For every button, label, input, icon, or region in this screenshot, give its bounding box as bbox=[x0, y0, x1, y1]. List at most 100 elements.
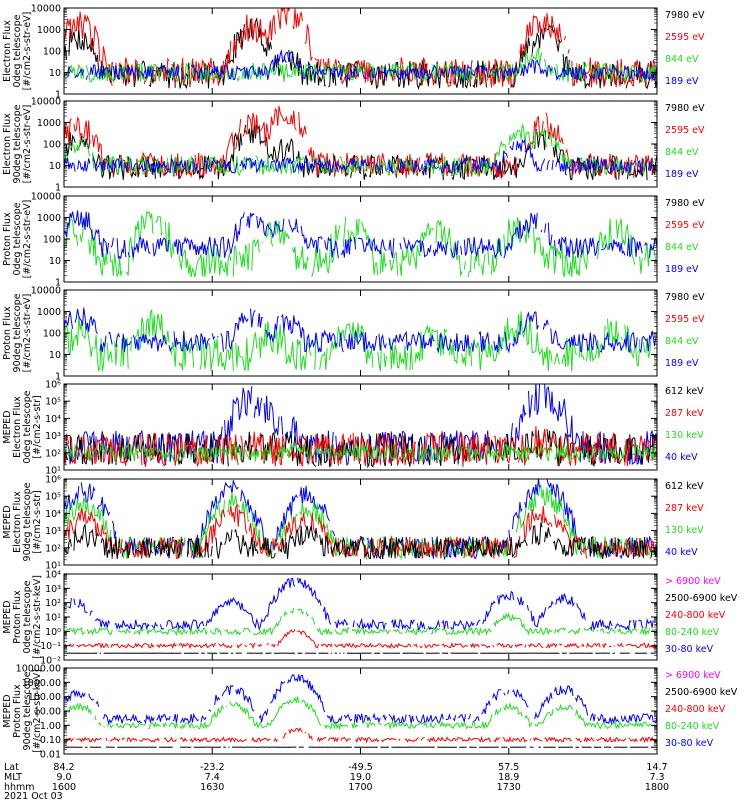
y-tick-label: 10 bbox=[49, 350, 61, 361]
y-tick-label: 10¹ bbox=[45, 613, 61, 624]
panel-5-traces bbox=[64, 384, 657, 467]
legend-entry: 189 eV bbox=[665, 358, 699, 369]
y-tick-label: 10³ bbox=[45, 584, 61, 595]
y-tick-label: 100.00 bbox=[28, 692, 61, 703]
series-blue-line bbox=[64, 577, 657, 632]
y-axis-label: MEPED bbox=[2, 505, 13, 538]
legend-entry: 189 eV bbox=[665, 264, 699, 275]
x-row-label: MLT bbox=[4, 772, 22, 783]
series-green-line bbox=[64, 697, 657, 729]
y-axis-label: 0deg telescope bbox=[22, 390, 33, 463]
legend-entry: 844 eV bbox=[665, 54, 699, 65]
series-blue-line bbox=[64, 479, 657, 561]
y-tick-label: 10² bbox=[45, 448, 61, 459]
y-axis-label: 0deg telescope bbox=[12, 202, 23, 275]
panel-3-traces bbox=[64, 210, 657, 278]
legend-entry: 240-800 keV bbox=[665, 704, 726, 715]
y-tick-label: 1 bbox=[55, 372, 61, 383]
legend-entry: 2595 eV bbox=[665, 125, 705, 136]
panel-4: 1 10 100 1000 10000 Proton Flux 90deg telescop… bbox=[2, 286, 705, 383]
y-tick-label: 1000 bbox=[37, 25, 61, 36]
legend-entry: 287 keV bbox=[665, 503, 704, 514]
legend-entry: 7980 eV bbox=[665, 198, 705, 209]
legend-entry: 130 keV bbox=[665, 525, 704, 536]
panel-7-traces bbox=[64, 577, 657, 654]
y-tick-label: 10⁴ bbox=[45, 414, 61, 425]
y-tick-label: 1 bbox=[55, 90, 61, 101]
y-tick-label: 10⁶ bbox=[45, 475, 61, 486]
series-green-line bbox=[64, 442, 657, 463]
y-tick-label: 1000.00 bbox=[22, 678, 61, 689]
y-tick-label: 10⁻¹ bbox=[40, 641, 61, 652]
series-green-line bbox=[64, 309, 657, 372]
panel-3: 1 10 100 1000 10000 Proton Flux 0deg telescope… bbox=[2, 192, 705, 289]
legend-entry: 2595 eV bbox=[665, 314, 705, 325]
y-axis-label: Proton Flux bbox=[12, 684, 23, 738]
y-tick-label: 100 bbox=[43, 235, 61, 246]
y-tick-label: 0.01 bbox=[40, 750, 61, 761]
x-row-label: hhmm bbox=[4, 782, 35, 793]
y-tick-label: 10⁻² bbox=[40, 656, 61, 667]
y-axis-label: [#/cm2-s-str-eV] bbox=[22, 12, 33, 91]
panel-1-traces bbox=[64, 8, 657, 90]
legend-entry: 40 keV bbox=[665, 547, 698, 558]
legend-entry: 130 keV bbox=[665, 430, 704, 441]
y-tick-label: 10.00 bbox=[34, 707, 61, 718]
legend-entry: 7980 eV bbox=[665, 103, 705, 114]
y-axis-label: Proton Flux bbox=[12, 590, 23, 644]
y-tick-label: 10000 bbox=[31, 4, 61, 15]
x-row-label: Lat bbox=[4, 762, 19, 773]
y-tick-label: 1.00 bbox=[40, 721, 61, 732]
legend-entry: 80-240 keV bbox=[665, 721, 720, 732]
legend-entry: 7980 eV bbox=[665, 292, 705, 303]
x-tick-label: 7.4 bbox=[205, 772, 220, 783]
panel-2: 1 10 100 1000 10000 Electron Flux 90deg telesc… bbox=[2, 97, 705, 194]
panel-5: 10¹ 10² 10³ 10⁴ 10⁵ 10⁶ MEPED Electron Flux 0deg… bbox=[2, 380, 704, 477]
legend-entry: 80-240 keV bbox=[665, 627, 720, 638]
y-tick-label: 10¹ bbox=[45, 466, 61, 477]
x-tick-label: 1730 bbox=[497, 782, 521, 793]
y-tick-label: 10⁶ bbox=[45, 380, 61, 391]
x-tick-label: 19.0 bbox=[350, 772, 371, 783]
legend-entry: 2595 eV bbox=[665, 32, 705, 43]
y-tick-label: 100 bbox=[43, 47, 61, 58]
legend-entry: 189 eV bbox=[665, 76, 699, 87]
legend-entry: 2500-6900 keV bbox=[665, 687, 738, 698]
y-axis-label: 90deg telescope bbox=[12, 104, 23, 183]
series-green-line bbox=[64, 607, 657, 637]
x-tick-label: 84.2 bbox=[53, 762, 74, 773]
y-axis-label: [#/cm2-s-str-eV] bbox=[22, 294, 33, 373]
series-blue-line bbox=[64, 210, 657, 260]
y-tick-label: 10 bbox=[49, 256, 61, 267]
x-tick-label: 1800 bbox=[645, 782, 669, 793]
legend-entry: > 6900 keV bbox=[665, 670, 721, 681]
y-tick-label: 1 bbox=[55, 183, 61, 194]
panel-8: 0.01 0.10 1.00 10.00 100.00 1000.00 10000.00 ME… bbox=[2, 664, 738, 761]
legend-entry: 612 keV bbox=[665, 386, 704, 397]
series-green-line bbox=[64, 484, 657, 561]
panel-6: 10¹ 10² 10³ 10⁴ 10⁵ 10⁶ MEPED Electron Flux 90de… bbox=[2, 475, 704, 572]
y-axis-label: 90deg telescope bbox=[12, 293, 23, 372]
y-tick-label: 10 bbox=[49, 68, 61, 79]
y-axis-label: MEPED bbox=[2, 410, 13, 443]
x-tick-label: 1630 bbox=[200, 782, 224, 793]
legend-entry: 7980 eV bbox=[665, 10, 705, 21]
series-black-line bbox=[64, 522, 657, 560]
legend-entry: 844 eV bbox=[665, 242, 699, 253]
y-axis-label: Electron Flux bbox=[12, 396, 23, 458]
x-tick-label: 18.9 bbox=[498, 772, 519, 783]
y-tick-label: 10³ bbox=[45, 431, 61, 442]
legend-entry: > 6900 keV bbox=[665, 576, 721, 587]
y-tick-label: 10⁴ bbox=[45, 509, 61, 520]
y-tick-label: 10⁵ bbox=[45, 397, 61, 408]
legend-entry: 2500-6900 keV bbox=[665, 593, 738, 604]
y-axis-label: [#/cm2-s-str] bbox=[32, 395, 43, 458]
y-tick-label: 10² bbox=[45, 598, 61, 609]
series-red-line bbox=[66, 727, 657, 744]
legend-entry: 30-80 keV bbox=[665, 644, 714, 655]
panel-7: 10⁻² 10⁻¹ 10⁰ 10¹ 10² 10³ 10⁴ MEPED Proton Flux 0… bbox=[2, 570, 738, 667]
legend-entry: 30-80 keV bbox=[665, 738, 714, 749]
panel-8-traces bbox=[64, 674, 657, 748]
